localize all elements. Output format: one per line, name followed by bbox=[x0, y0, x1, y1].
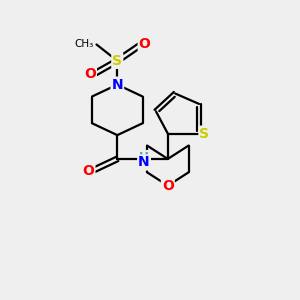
Text: N: N bbox=[112, 78, 123, 92]
Text: H: H bbox=[139, 151, 149, 164]
Text: N: N bbox=[138, 155, 150, 170]
Text: O: O bbox=[139, 38, 151, 52]
Text: O: O bbox=[82, 164, 94, 178]
Text: S: S bbox=[200, 127, 209, 141]
Text: S: S bbox=[112, 54, 122, 68]
Text: O: O bbox=[84, 67, 96, 81]
Text: O: O bbox=[162, 179, 174, 193]
Text: CH₃: CH₃ bbox=[75, 40, 94, 50]
